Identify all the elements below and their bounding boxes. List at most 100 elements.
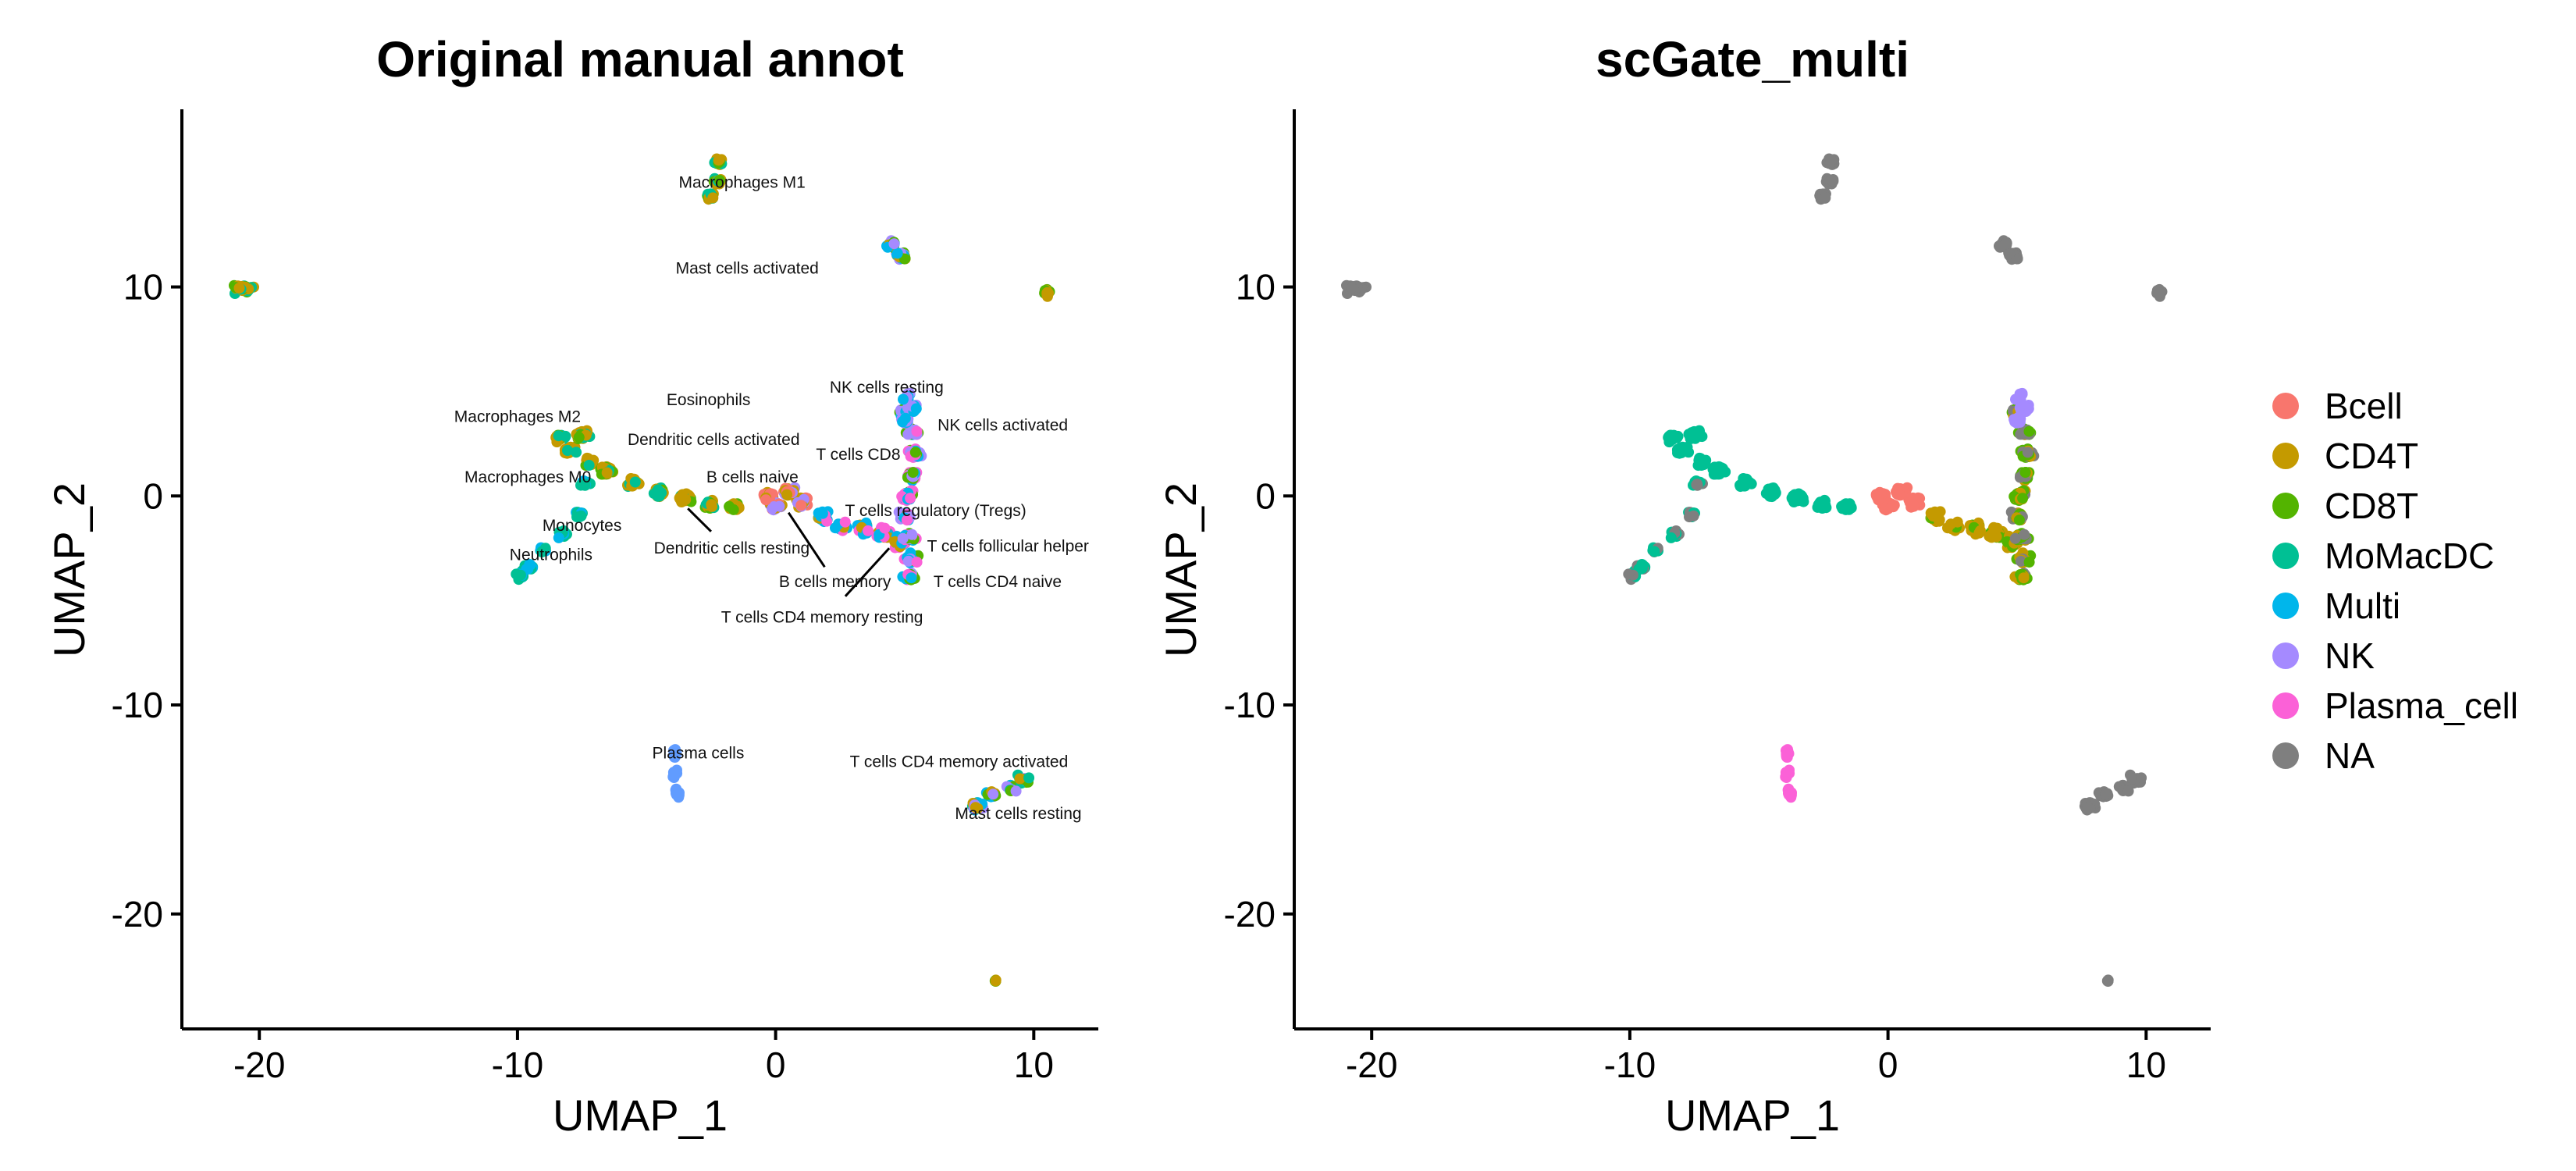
scatter-point xyxy=(1023,772,1035,784)
scatter-point xyxy=(525,559,536,571)
scatter-point xyxy=(1764,484,1776,496)
scatter-point xyxy=(571,447,582,458)
scatter-point xyxy=(1713,467,1725,479)
cluster-label: Mast cells resting xyxy=(955,805,1081,823)
scatter-point xyxy=(1925,507,1937,519)
left-axes: -20 -10 0 10 -20 -10 0 10 xyxy=(112,109,1098,1085)
scatter-point xyxy=(1665,532,1677,543)
scatter-point xyxy=(583,460,595,471)
scatter-point xyxy=(573,432,585,443)
scatter-point xyxy=(1691,479,1703,490)
legend-label: NA xyxy=(2325,735,2375,776)
scatter-point xyxy=(1623,568,1635,580)
left-panel: Original manual annot Macrophages M1 Mast… xyxy=(44,31,1098,1140)
scatter-point xyxy=(1041,287,1053,299)
scatter-point xyxy=(830,522,841,534)
x-tick-label: -20 xyxy=(1346,1045,1397,1085)
scatter-point xyxy=(1742,476,1753,488)
cluster-label: T cells CD4 naive xyxy=(934,573,1062,591)
scatter-point xyxy=(906,529,918,540)
cluster-label: Macrophages M0 xyxy=(464,468,591,486)
legend: Bcell CD4T CD8T MoMacDC Multi NK Plasma_cell NA xyxy=(2272,386,2518,776)
scatter-point xyxy=(1781,748,1792,760)
scatter-point xyxy=(760,494,772,506)
scatter-point xyxy=(2001,238,2012,250)
y-tick-label: -20 xyxy=(1224,894,1276,934)
cluster-label: Macrophages M2 xyxy=(454,408,581,426)
scatter-point xyxy=(911,557,923,568)
scatter-point xyxy=(629,476,641,488)
cluster-label: T cells CD4 memory activated xyxy=(850,753,1069,771)
scatter-point xyxy=(1685,432,1697,443)
scatter-point xyxy=(1886,500,1898,512)
scatter-point xyxy=(668,748,680,760)
scatter-point xyxy=(2154,287,2165,299)
y-tick-label: 10 xyxy=(1236,267,1276,308)
scatter-point xyxy=(1942,522,1953,534)
y-tick-label: 0 xyxy=(1255,475,1276,516)
scatter-point xyxy=(987,788,999,800)
scatter-point xyxy=(2015,555,2026,567)
x-tick-label: -10 xyxy=(492,1045,543,1085)
scatter-point xyxy=(1780,767,1791,778)
cluster-label: Plasma cells xyxy=(652,745,744,763)
x-tick-label: -20 xyxy=(233,1045,285,1085)
scatter-point xyxy=(1873,494,1884,506)
cluster-label: T cells CD4 memory resting xyxy=(721,609,923,627)
x-tick-label: 0 xyxy=(766,1045,786,1085)
scatter-point xyxy=(1908,500,1920,511)
scatter-point xyxy=(2019,529,2030,540)
scatter-point xyxy=(911,425,923,437)
scatter-point xyxy=(667,767,679,778)
scatter-point xyxy=(907,467,919,479)
scatter-point xyxy=(970,802,981,813)
scatter-point xyxy=(2102,975,2114,987)
scatter-point xyxy=(2126,773,2138,785)
cluster-label: NK cells resting xyxy=(830,379,944,397)
scatter-point xyxy=(906,572,917,584)
scatter-point xyxy=(2019,467,2031,479)
left-x-axis-title: UMAP_1 xyxy=(553,1091,728,1140)
scatter-point xyxy=(578,479,590,490)
cluster-label: Eosinophils xyxy=(667,391,750,409)
y-tick-label: 0 xyxy=(143,475,163,516)
legend-label: Multi xyxy=(2325,586,2400,626)
scatter-point xyxy=(562,445,573,456)
x-tick-label: 0 xyxy=(1878,1045,1898,1085)
x-tick-label: -10 xyxy=(1604,1045,1656,1085)
scatter-point xyxy=(553,532,564,543)
scatter-point xyxy=(781,489,793,500)
scatter-point xyxy=(1819,500,1830,512)
scatter-point xyxy=(1991,522,2003,534)
scatter-point xyxy=(1840,504,1852,515)
scatter-point xyxy=(1952,516,1963,528)
left-y-axis-title: UMAP_2 xyxy=(44,482,94,657)
scatter-point xyxy=(2082,802,2094,813)
scatter-point xyxy=(707,192,719,204)
scatter-point xyxy=(2017,493,2029,504)
cluster-label: B cells naive xyxy=(706,468,799,486)
cluster-label: Dendritic cells activated xyxy=(628,431,800,449)
scatter-point xyxy=(898,393,909,405)
scatter-point xyxy=(1674,445,1685,456)
cluster-label: Monocytes xyxy=(543,517,622,535)
scatter-point xyxy=(2009,532,2021,544)
scatter-point xyxy=(728,504,739,515)
legend-swatch xyxy=(2272,593,2299,619)
scatter-point xyxy=(813,507,824,519)
scatter-point xyxy=(910,403,922,415)
legend-label: CD4T xyxy=(2325,436,2418,476)
scatter-point xyxy=(1649,546,1660,557)
scatter-point xyxy=(891,247,903,259)
scatter-point xyxy=(601,467,613,479)
left-leader-lines xyxy=(687,507,891,597)
legend-label: MoMacDC xyxy=(2325,536,2494,576)
scatter-point xyxy=(888,238,900,250)
scatter-point xyxy=(909,447,921,458)
legend-swatch xyxy=(2272,692,2299,719)
legend-swatch xyxy=(2272,642,2299,669)
scatter-point xyxy=(2122,785,2134,797)
scatter-point xyxy=(536,546,548,557)
cluster-label: Mast cells activated xyxy=(676,259,819,277)
scatter-point xyxy=(1826,175,1838,186)
